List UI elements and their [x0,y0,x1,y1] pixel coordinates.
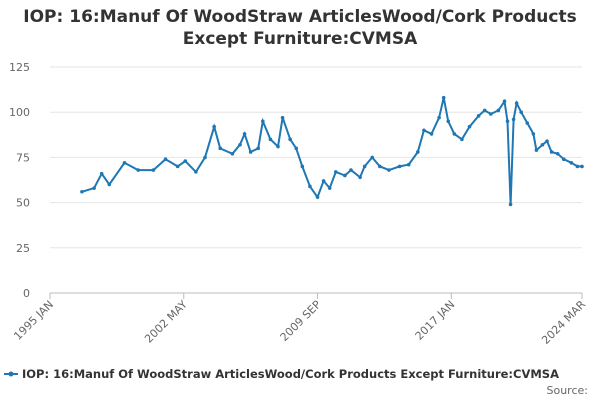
point [561,157,566,162]
point [508,202,513,207]
point [99,171,104,176]
y-tick-label: 100 [9,106,30,119]
x-tick-label: 2009 SEP [278,298,324,344]
point [502,99,507,104]
point [534,148,539,152]
point [476,114,481,118]
y-tick-label: 25 [16,242,30,255]
point [505,119,510,124]
point [280,115,285,120]
source-label: Source: [547,384,589,397]
point [452,132,457,136]
point [183,159,188,163]
point [511,117,516,122]
chart-title: IOP: 16:Manuf Of WoodStraw ArticlesWood/… [23,7,577,49]
y-tick-label: 75 [16,151,30,164]
point [349,168,353,172]
x-tick-label: 2002 MAY [142,298,190,346]
point [163,157,168,162]
point [549,150,554,154]
point [370,155,375,160]
point [531,132,536,136]
point [92,186,96,190]
point [300,164,305,169]
point [333,170,338,174]
point [467,124,472,129]
point [308,184,312,189]
point [575,164,580,169]
point [514,101,519,105]
x-tick-label: 1995 JAN [11,298,56,343]
point [294,146,299,151]
point [107,182,112,187]
point [194,170,198,174]
point [80,189,84,194]
point [441,95,446,100]
point [256,146,261,151]
point [315,195,320,199]
point [378,164,382,169]
point [122,161,127,165]
point [555,151,560,156]
point [327,186,332,190]
legend-label: IOP: 16:Manuf Of WoodStraw ArticlesWood/… [22,367,559,381]
point [416,150,420,154]
point [422,128,426,133]
point [261,119,265,124]
point [343,173,347,178]
point [446,119,451,124]
y-tick-label: 50 [16,197,30,210]
series-line [81,97,582,205]
y-tick-label: 125 [9,61,30,74]
point [276,144,280,149]
legend-marker [8,371,14,377]
point [288,137,292,142]
point [482,108,487,113]
point [429,132,434,136]
point [496,108,501,113]
point [569,161,574,165]
point [218,146,223,151]
x-tick-label: 2017 JAN [413,298,458,343]
point [358,175,362,180]
point [268,137,273,142]
point [525,121,530,125]
point [175,164,180,169]
point [238,142,242,147]
x-tick-label: 2024 MAR [539,298,588,347]
y-tick-label: 0 [23,287,30,300]
point [203,155,207,160]
point [321,179,326,183]
point [151,168,156,172]
point [136,168,140,172]
point [212,124,216,129]
point [460,137,464,142]
point [580,164,584,169]
point [397,164,402,169]
point [387,168,391,172]
point [242,132,247,136]
point [545,139,549,143]
point [437,115,441,120]
point [248,150,253,154]
point [519,110,523,114]
point [489,112,493,116]
point [230,151,235,156]
point [540,142,545,147]
point [406,162,411,167]
point [362,164,367,169]
